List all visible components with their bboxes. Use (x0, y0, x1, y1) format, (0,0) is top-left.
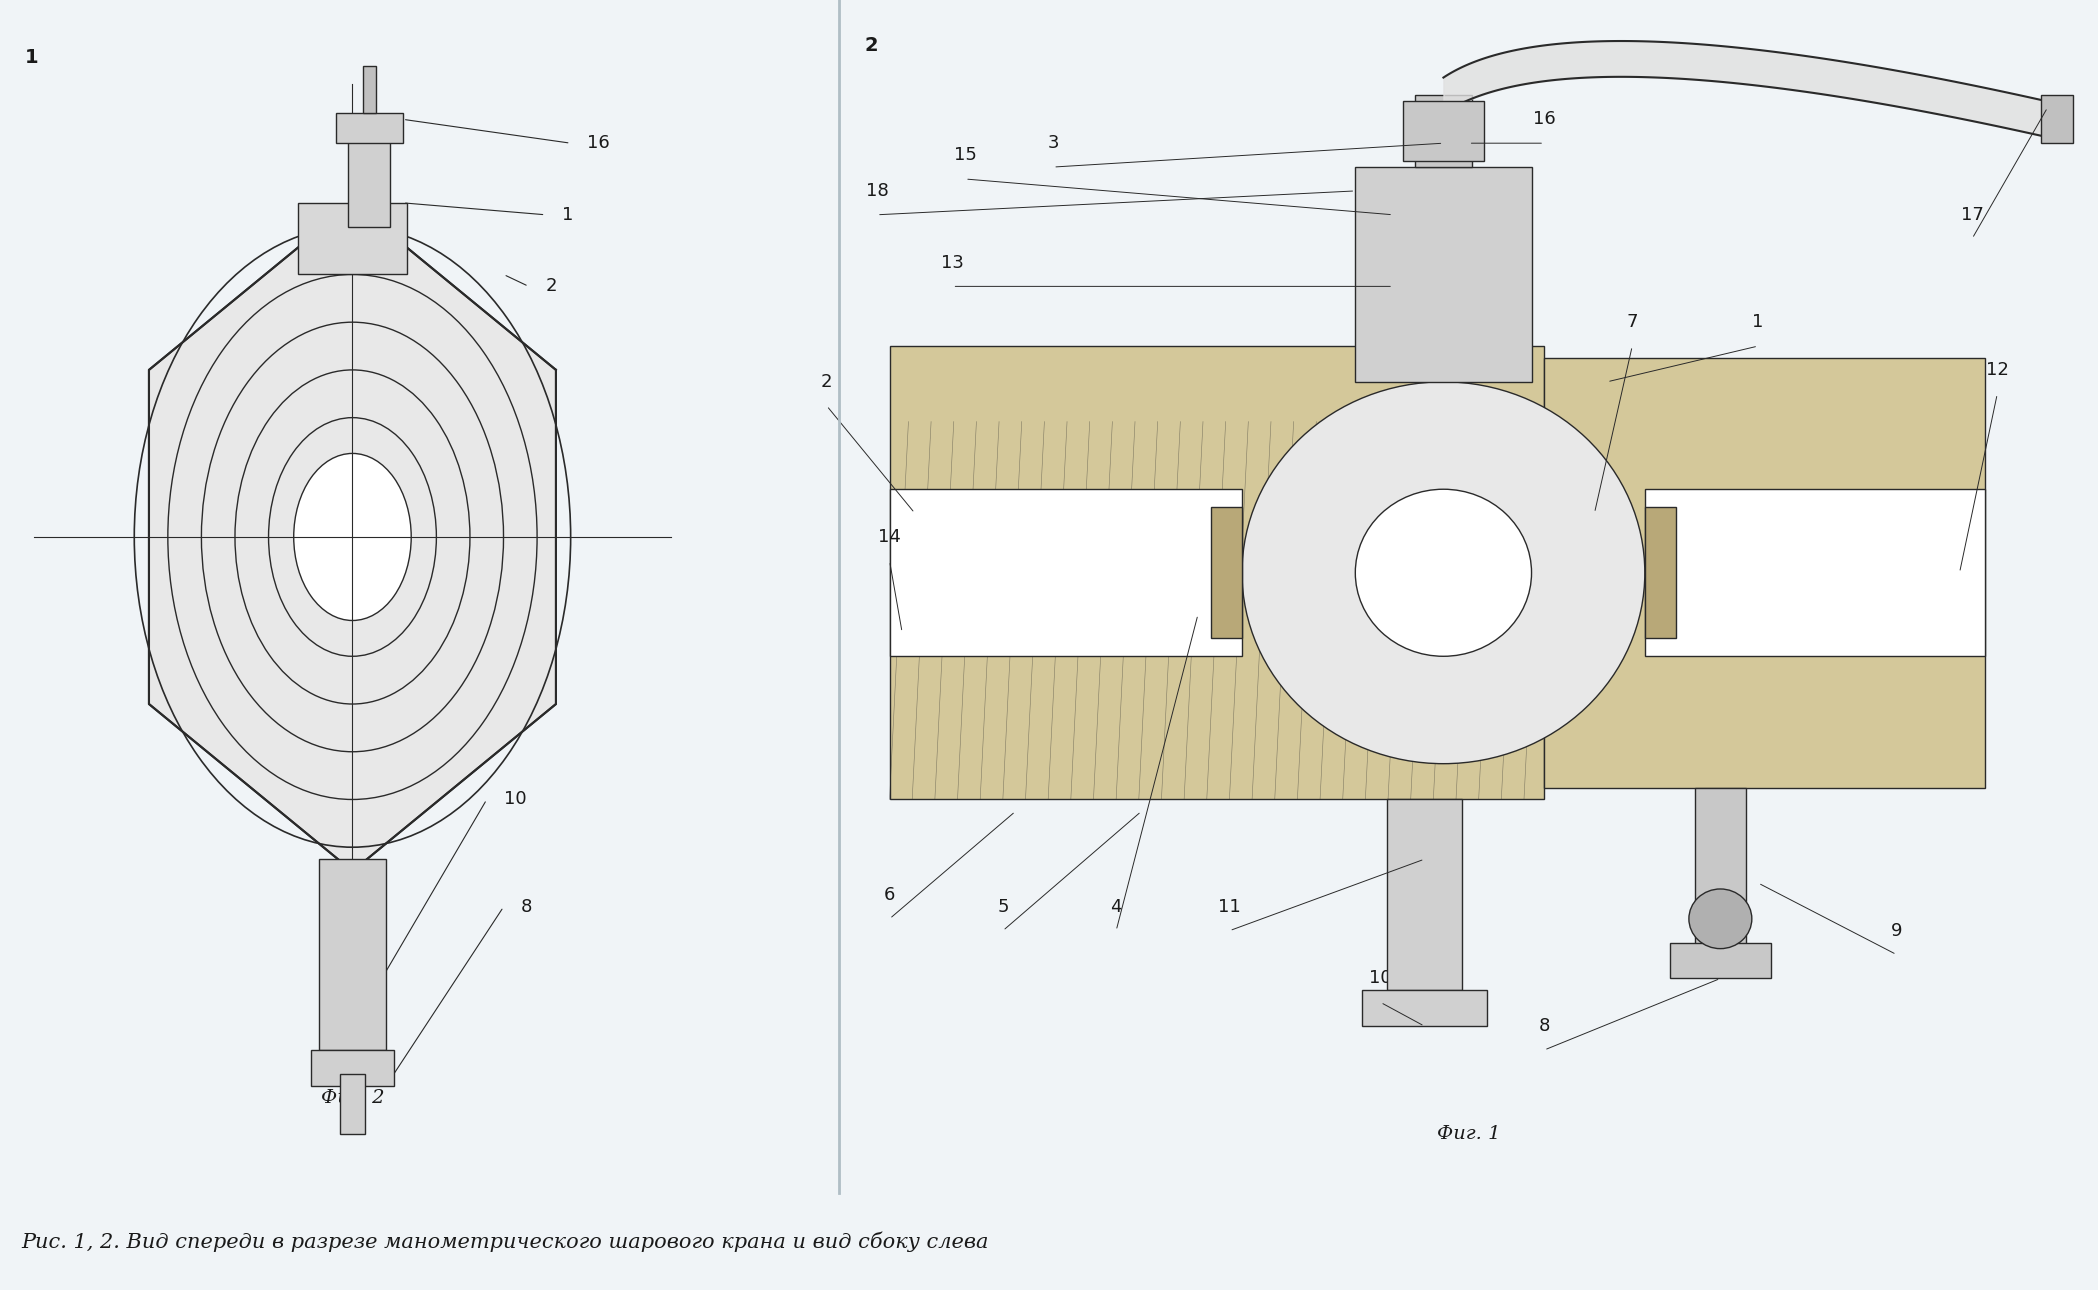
Text: 5: 5 (997, 898, 1009, 916)
Polygon shape (149, 203, 556, 871)
Text: Фиг. 2: Фиг. 2 (321, 1089, 384, 1107)
Bar (298, 203, 407, 275)
Bar (1414, 95, 1473, 166)
Text: 2: 2 (545, 277, 556, 295)
Text: 7: 7 (1626, 313, 1639, 332)
Text: 13: 13 (942, 254, 963, 271)
Text: 6: 6 (883, 886, 896, 904)
Text: 11: 11 (1219, 898, 1240, 916)
Text: 1: 1 (1752, 313, 1764, 332)
Text: 8: 8 (520, 898, 531, 916)
Bar (363, 66, 376, 114)
Text: 2: 2 (820, 373, 833, 391)
Bar (319, 859, 386, 1050)
Text: 16: 16 (1534, 111, 1555, 128)
Bar (1645, 489, 1985, 657)
Text: 2: 2 (864, 36, 877, 54)
Text: 3: 3 (1047, 134, 1059, 152)
Text: 12: 12 (1987, 361, 2008, 379)
Bar (1544, 359, 1985, 787)
Bar (1695, 787, 1746, 955)
Text: 4: 4 (1110, 898, 1122, 916)
Text: 15: 15 (955, 146, 976, 164)
Bar (311, 1050, 394, 1086)
Text: 8: 8 (1538, 1018, 1550, 1035)
Text: Фиг. 1: Фиг. 1 (1437, 1125, 1500, 1143)
Circle shape (1689, 889, 1752, 948)
Text: 17: 17 (1962, 206, 1983, 223)
Bar (1645, 507, 1676, 639)
Bar (890, 489, 1242, 657)
Bar (1401, 102, 1483, 161)
Text: 9: 9 (1890, 922, 1903, 939)
Bar (348, 132, 390, 227)
Bar (1355, 166, 1532, 382)
Text: 16: 16 (587, 134, 611, 152)
Circle shape (294, 453, 411, 620)
Text: 1: 1 (562, 206, 573, 223)
Bar (336, 114, 403, 143)
Circle shape (1355, 489, 1532, 657)
Bar (1670, 943, 1771, 978)
Bar (1211, 507, 1242, 639)
Circle shape (1242, 382, 1645, 764)
Text: 18: 18 (866, 182, 887, 200)
Text: 1: 1 (25, 48, 38, 67)
Bar (890, 346, 1544, 800)
Text: 14: 14 (879, 528, 900, 546)
Text: Рис. 1, 2. Вид спереди в разрезе манометрического шарового крана и вид сбоку сле: Рис. 1, 2. Вид спереди в разрезе маномет… (21, 1232, 988, 1251)
Bar (340, 1073, 365, 1134)
Text: 10: 10 (504, 791, 527, 809)
Bar (2041, 95, 2073, 143)
Bar (1362, 991, 1487, 1027)
Bar (1387, 800, 1462, 991)
Text: 10: 10 (1370, 970, 1391, 987)
